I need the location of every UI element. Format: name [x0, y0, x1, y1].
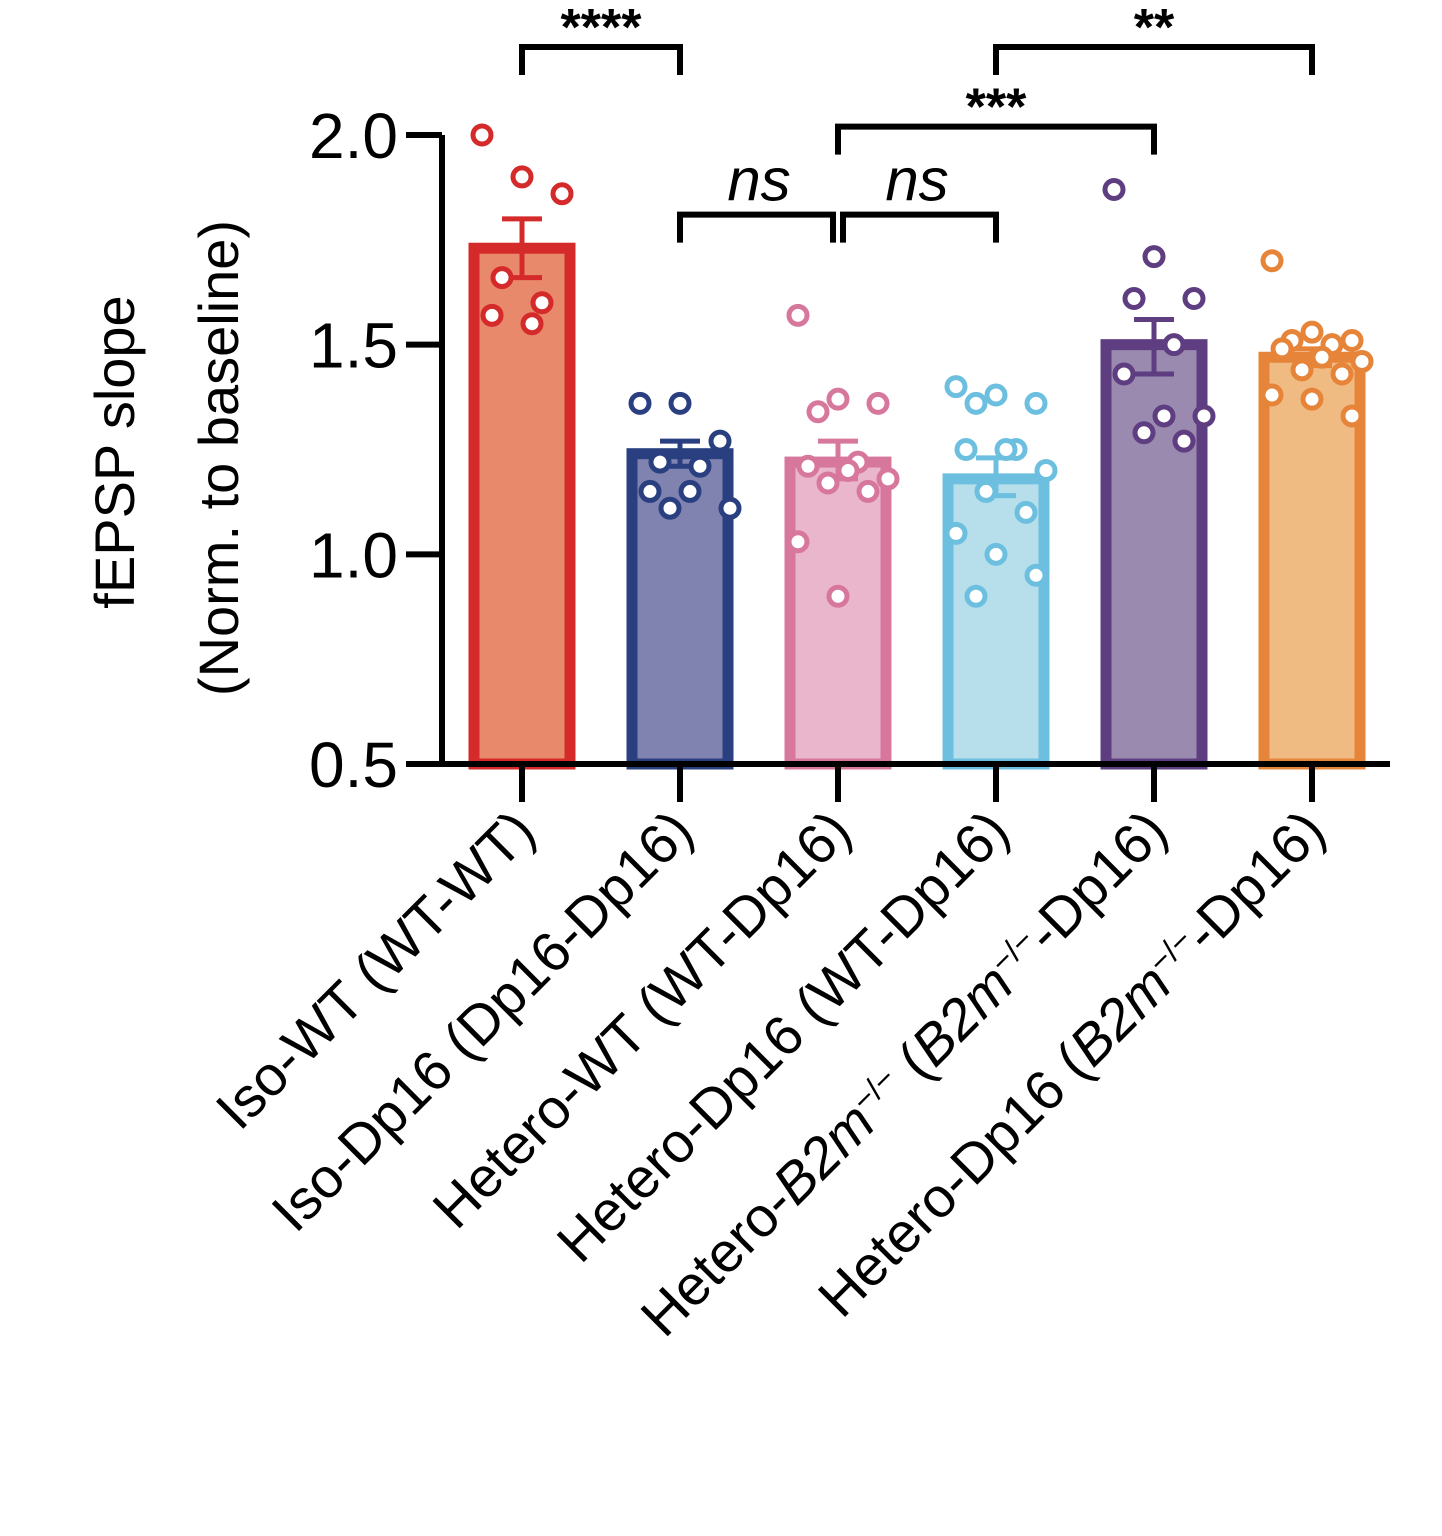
data-point	[826, 387, 850, 411]
bracket-line	[840, 211, 999, 243]
y-axis-title: fEPSP slope (Norm. to baseline)	[83, 220, 250, 696]
data-point	[826, 584, 850, 608]
data-point	[678, 479, 702, 503]
data-point	[806, 400, 830, 424]
data-point	[1300, 320, 1324, 344]
data-point	[1300, 387, 1324, 411]
data-point	[1142, 245, 1166, 269]
data-point	[550, 182, 574, 206]
significance-bracket: **	[993, 0, 1315, 75]
data-point	[648, 450, 672, 474]
data-point	[1330, 362, 1354, 386]
data-point	[1024, 563, 1048, 587]
data-point	[1112, 362, 1136, 386]
data-point	[470, 123, 494, 147]
data-point	[1102, 178, 1126, 202]
data-point	[1172, 429, 1196, 453]
bar-group	[468, 123, 576, 770]
bar-group	[942, 375, 1058, 770]
data-point	[816, 471, 840, 495]
data-point	[668, 391, 692, 415]
bar	[784, 456, 892, 770]
data-point	[530, 291, 554, 315]
data-point	[974, 479, 998, 503]
significance-label: **	[1134, 0, 1175, 57]
data-point	[1340, 328, 1364, 352]
data-point	[964, 391, 988, 415]
data-point	[1192, 404, 1216, 428]
data-point	[490, 266, 514, 290]
data-point	[796, 454, 820, 478]
significance-bracket: ns	[840, 147, 999, 243]
significance-layer: **** *****ns ns	[519, 0, 1315, 243]
y-axis-title-line1: fEPSP slope	[83, 295, 146, 608]
data-point	[856, 479, 880, 503]
significance-label: ns	[727, 147, 790, 214]
y-tick-label: 1.5	[309, 310, 398, 382]
y-tick-label: 1.0	[309, 519, 398, 591]
data-point	[1122, 287, 1146, 311]
data-point	[708, 429, 732, 453]
data-point	[984, 383, 1008, 407]
data-point	[1014, 500, 1038, 524]
data-point	[954, 438, 978, 461]
data-point	[1162, 333, 1186, 357]
bracket-line	[993, 43, 1315, 75]
data-point	[688, 454, 712, 478]
axes-layer: 0.5 1.0 1.5 2.0	[309, 100, 1390, 802]
bracket-line	[677, 211, 836, 243]
x-tick-labels: Iso-WT (WT-WT)Iso-Dp16 (Dp16-Dp16)Hetero…	[204, 798, 1337, 1348]
data-point	[638, 479, 662, 503]
data-point	[1152, 404, 1176, 428]
data-point	[944, 375, 968, 399]
data-point	[510, 165, 534, 189]
bar-group	[1100, 178, 1216, 770]
bar-group	[784, 303, 900, 770]
bar-group	[626, 391, 742, 770]
data-point	[984, 542, 1008, 566]
bar-group	[1258, 249, 1374, 770]
data-point	[786, 530, 810, 554]
data-point	[964, 584, 988, 608]
data-point	[836, 458, 860, 482]
y-axis-title-line2: (Norm. to baseline)	[187, 220, 250, 696]
data-point	[866, 391, 890, 415]
significance-bracket: ***	[835, 79, 1157, 155]
error-bar	[1134, 317, 1174, 377]
significance-bracket: ****	[519, 0, 683, 75]
significance-label: ***	[966, 79, 1027, 137]
data-point	[480, 303, 504, 327]
data-point	[994, 438, 1018, 461]
data-point	[1034, 458, 1058, 482]
significance-label: ns	[885, 147, 948, 214]
data-point	[520, 312, 544, 336]
data-point	[786, 303, 810, 327]
data-point	[1340, 404, 1364, 428]
data-point	[628, 391, 652, 415]
data-point	[876, 467, 900, 491]
significance-bracket: ns	[677, 147, 836, 243]
y-tick-label: 0.5	[309, 729, 398, 801]
y-tick-label: 2.0	[309, 100, 398, 172]
data-point	[1310, 345, 1334, 369]
data-point	[658, 496, 682, 520]
data-point	[944, 521, 968, 545]
data-point	[1132, 421, 1156, 445]
data-point	[1260, 249, 1284, 273]
data-point	[1260, 383, 1284, 407]
data-point	[1290, 358, 1314, 382]
bars-layer	[468, 123, 1374, 770]
data-point	[1182, 287, 1206, 311]
data-point	[718, 496, 742, 520]
data-point	[1270, 337, 1294, 361]
bar	[1100, 339, 1208, 770]
bracket-line	[519, 43, 683, 75]
significance-label: ****	[561, 0, 643, 57]
data-point	[1350, 349, 1374, 373]
data-point	[1024, 391, 1048, 415]
bracket-line	[835, 123, 1157, 155]
